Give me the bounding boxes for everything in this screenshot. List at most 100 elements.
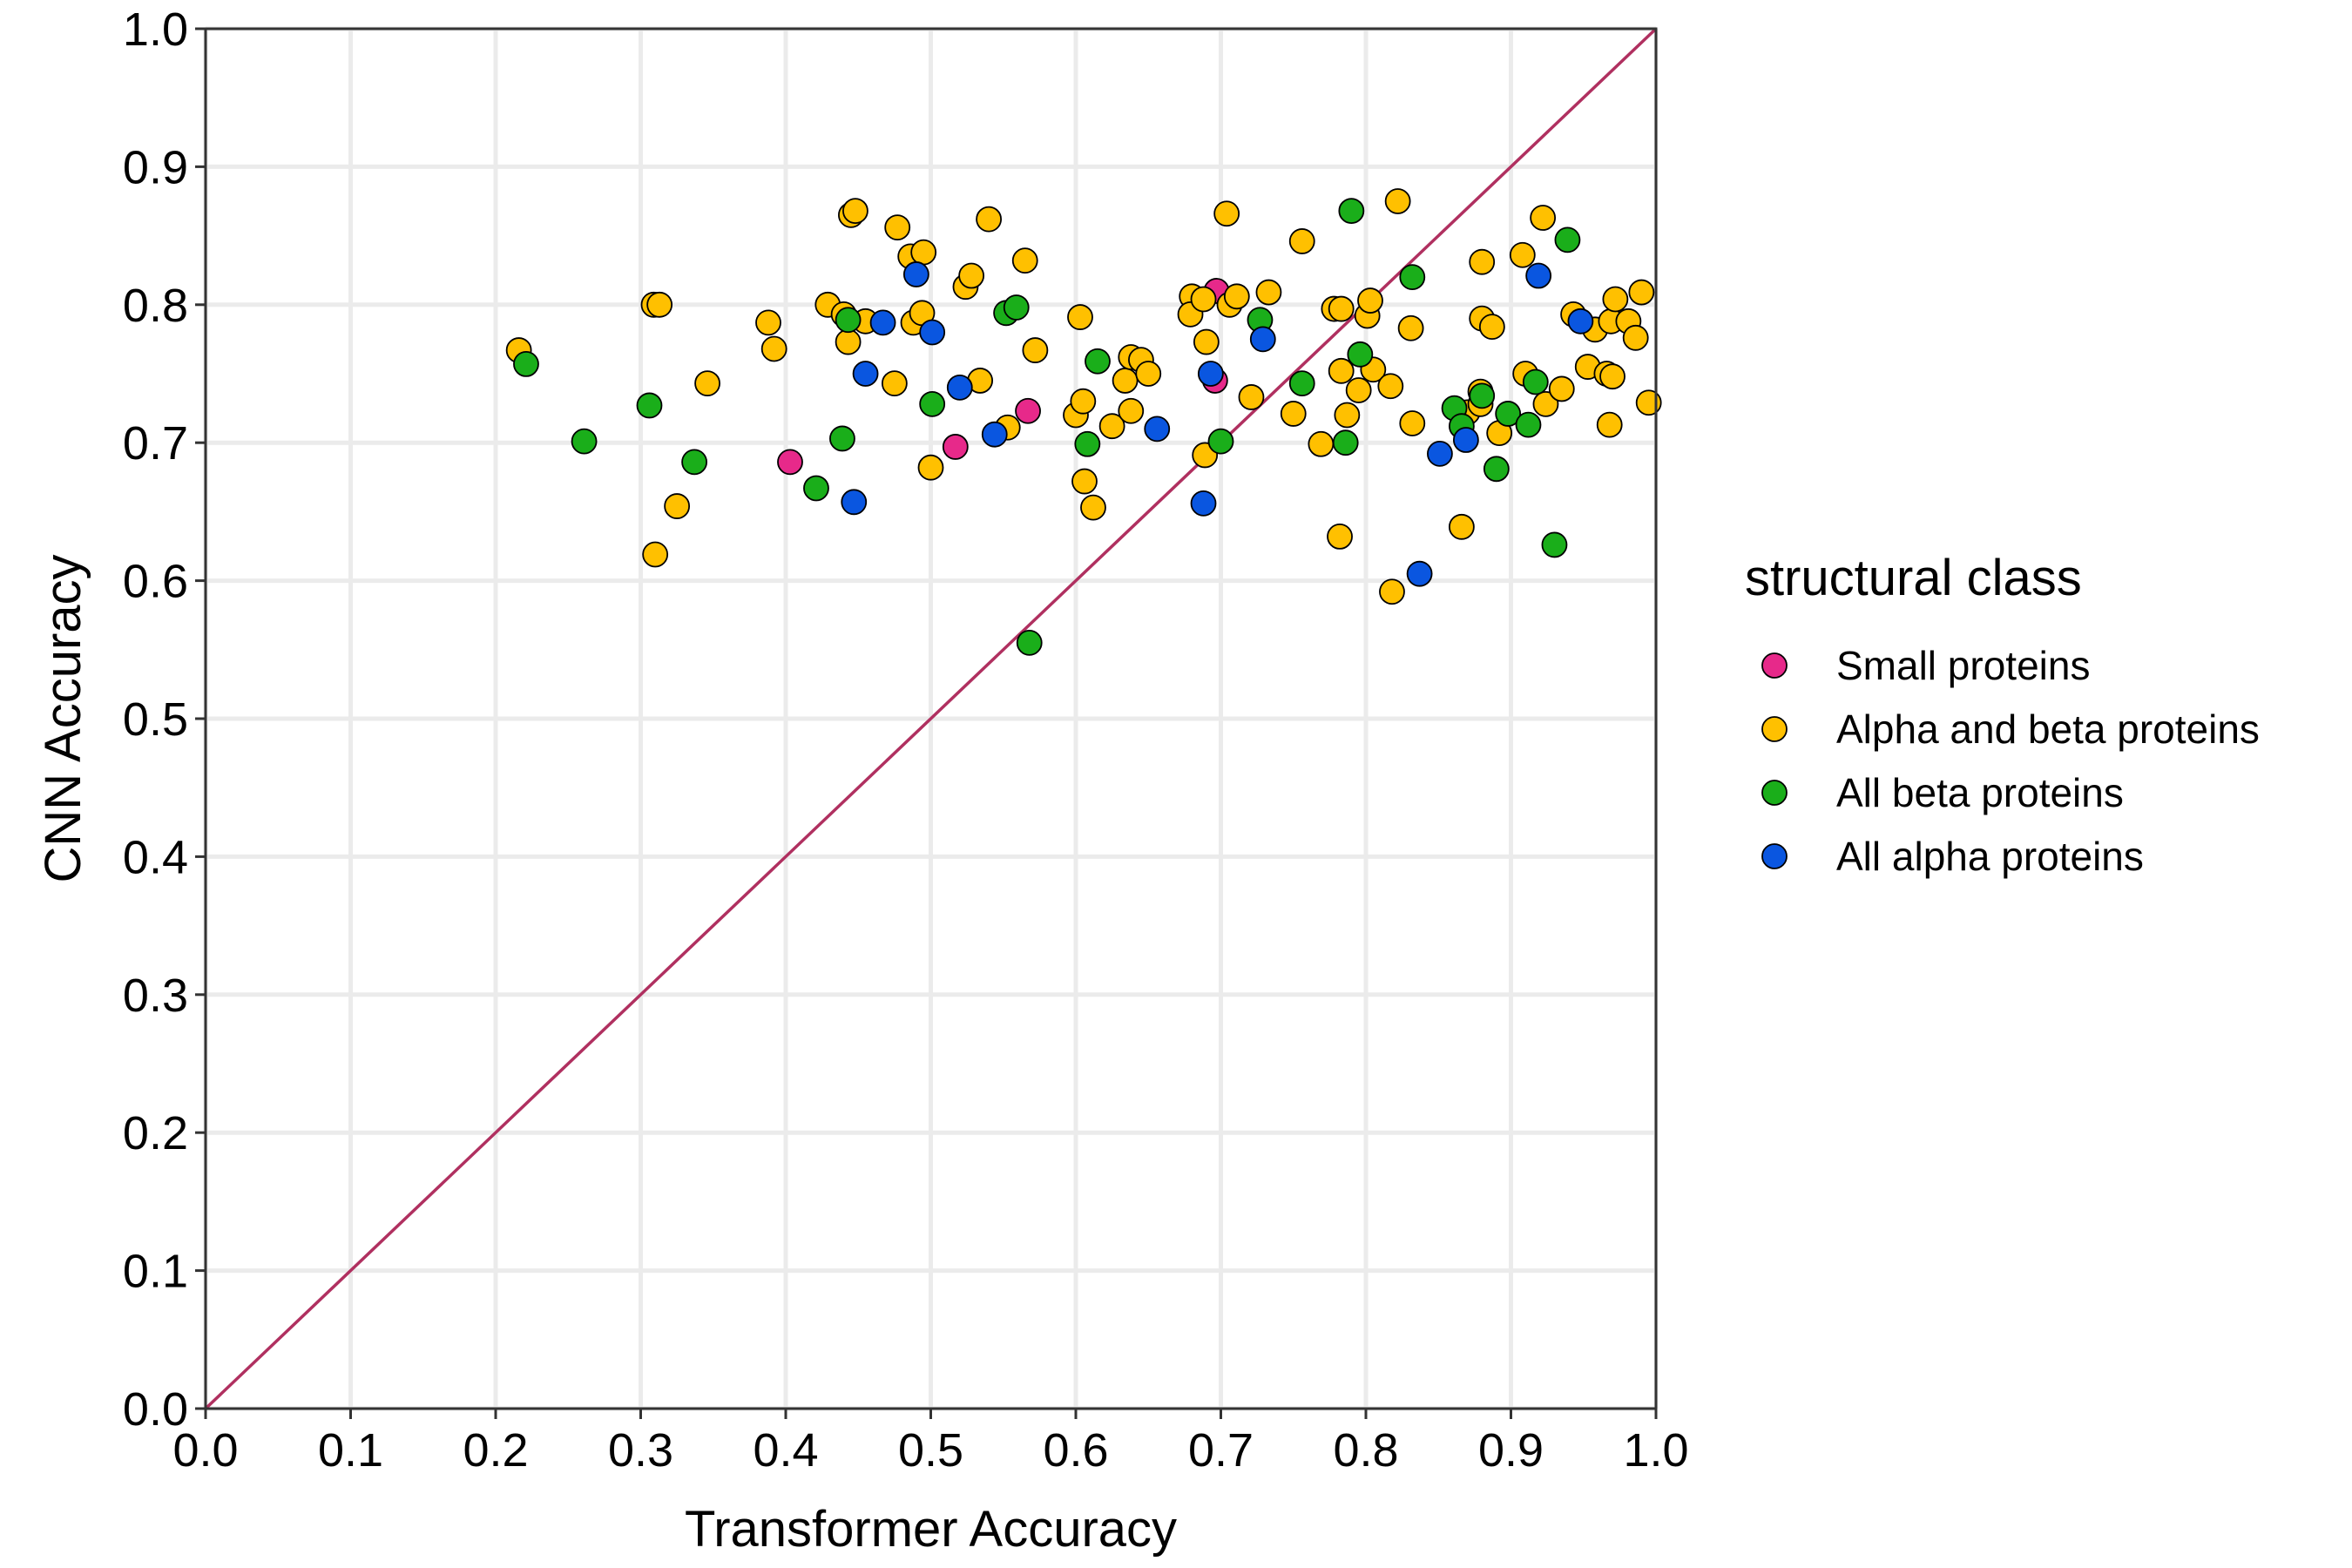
data-point: [1515, 411, 1542, 438]
data-point: [1207, 428, 1234, 455]
data-point: [981, 421, 1008, 448]
data-point: [1596, 411, 1623, 438]
data-point: [841, 489, 868, 516]
data-point: [1532, 390, 1559, 417]
x-tick-label: 0.3: [608, 1424, 673, 1477]
data-point: [1530, 205, 1557, 231]
data-point: [803, 475, 829, 502]
data-point: [1602, 286, 1629, 313]
data-point: [1249, 326, 1276, 353]
data-point: [513, 351, 539, 377]
data-point: [958, 262, 985, 289]
x-tick-label: 0.5: [898, 1424, 963, 1477]
data-point: [1469, 382, 1496, 409]
data-point: [1548, 375, 1575, 402]
data-point: [902, 261, 929, 287]
data-point: [1328, 295, 1355, 322]
x-tick-label: 0.7: [1188, 1424, 1254, 1477]
data-point: [1190, 490, 1217, 517]
data-point: [1135, 361, 1162, 387]
data-point: [1377, 373, 1404, 400]
data-point: [571, 428, 598, 455]
data-point: [1345, 377, 1372, 403]
data-point: [1280, 401, 1307, 427]
data-point: [646, 291, 673, 318]
legend-key: [1761, 716, 1788, 742]
data-point: [1332, 429, 1359, 456]
data-point: [1522, 368, 1549, 395]
legend-key: [1761, 652, 1788, 679]
data-point: [1118, 397, 1145, 424]
data-point: [1483, 456, 1510, 483]
x-tick-label: 0.2: [463, 1424, 528, 1477]
data-point: [1478, 314, 1505, 341]
data-point: [777, 449, 803, 476]
data-point: [1193, 328, 1220, 355]
data-point: [1509, 241, 1536, 268]
data-point: [1554, 226, 1581, 253]
x-tick-label: 0.1: [318, 1424, 383, 1477]
legend-label: Alpha and beta proteins: [1836, 706, 2260, 752]
y-tick-label: 0.0: [123, 1383, 188, 1436]
data-point: [1003, 294, 1030, 321]
data-point: [1357, 287, 1383, 314]
data-point: [829, 425, 855, 452]
data-point: [755, 309, 781, 336]
data-point: [694, 370, 720, 396]
data-point: [835, 328, 862, 355]
data-point: [1070, 388, 1097, 415]
data-point: [976, 206, 1002, 233]
data-point: [1080, 494, 1106, 521]
x-tick-label: 0.9: [1478, 1424, 1544, 1477]
data-point: [1238, 384, 1265, 410]
y-axis-title: CNN Accuracy: [35, 554, 91, 882]
data-point: [1347, 341, 1374, 368]
data-point: [1288, 370, 1315, 396]
data-point: [1071, 468, 1098, 495]
series-points: [841, 261, 1594, 587]
data-point: [1067, 304, 1093, 330]
y-tick-label: 0.5: [123, 693, 188, 746]
data-point: [681, 449, 708, 476]
data-point: [1334, 402, 1361, 429]
data-point: [1223, 283, 1250, 310]
y-tick-label: 0.3: [123, 970, 188, 1022]
data-point: [1328, 357, 1355, 384]
legend-label: All beta proteins: [1836, 770, 2124, 815]
data-points: [505, 188, 1662, 656]
data-point: [1599, 363, 1625, 390]
data-point: [1541, 531, 1568, 558]
data-point: [1022, 337, 1049, 363]
data-point: [1495, 401, 1522, 427]
y-tick-label: 0.8: [123, 280, 188, 332]
data-point: [1427, 440, 1453, 467]
y-tick-label: 0.4: [123, 831, 188, 883]
legend: structural class Small proteins Alpha and…: [1745, 550, 2260, 879]
data-point: [1085, 348, 1111, 375]
data-point: [636, 392, 663, 419]
data-point: [942, 434, 969, 460]
identity-reference-line: [204, 27, 1658, 1410]
x-tick-label: 0.6: [1043, 1424, 1108, 1477]
data-point: [1628, 279, 1655, 306]
data-point: [917, 454, 944, 481]
data-point: [1397, 314, 1424, 341]
data-point: [1288, 228, 1315, 254]
legend-key: [1761, 843, 1788, 869]
legend-key: [1761, 780, 1788, 806]
data-point: [1011, 247, 1038, 274]
data-point: [760, 335, 787, 362]
series-points: [513, 198, 1581, 656]
data-point: [1399, 264, 1426, 291]
data-point: [852, 361, 879, 387]
legend-title: structural class: [1745, 550, 2082, 606]
legend-label: Small proteins: [1836, 643, 2090, 688]
data-point: [946, 374, 973, 401]
data-point: [1338, 198, 1365, 224]
data-point: [869, 309, 896, 336]
data-point: [884, 214, 911, 240]
data-point: [1622, 324, 1649, 351]
x-tick-label: 0.0: [172, 1424, 238, 1477]
data-point: [1112, 368, 1139, 394]
